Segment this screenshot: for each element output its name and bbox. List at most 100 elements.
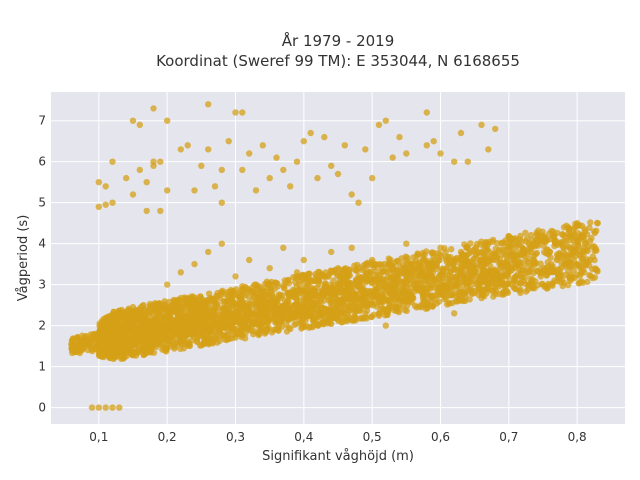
data-point — [293, 269, 301, 276]
cloud-point — [250, 288, 257, 296]
data-point — [157, 158, 164, 165]
cloud-point — [405, 258, 412, 265]
cloud-point — [180, 312, 187, 320]
cloud-point — [350, 289, 358, 296]
data-point — [355, 273, 362, 280]
cloud-point — [170, 318, 177, 325]
data-point — [191, 187, 198, 194]
data-point — [123, 353, 130, 360]
cloud-point — [524, 259, 532, 266]
cloud-point — [240, 304, 247, 311]
cloud-point — [434, 274, 441, 282]
data-point — [273, 297, 280, 305]
data-point — [266, 265, 273, 272]
cloud-point — [435, 289, 443, 296]
cloud-point — [169, 328, 177, 335]
data-point — [526, 269, 533, 276]
cloud-point — [529, 284, 536, 292]
cloud-point — [433, 266, 441, 273]
cloud-point — [207, 294, 214, 302]
cloud-point — [370, 311, 377, 318]
data-point — [348, 191, 355, 198]
data-point — [205, 248, 212, 256]
cloud-point — [333, 307, 340, 314]
data-point — [403, 240, 410, 247]
cloud-point — [258, 291, 265, 298]
cloud-point — [108, 312, 115, 319]
cloud-point — [277, 311, 284, 318]
data-point — [225, 293, 232, 301]
cloud-point — [347, 266, 354, 274]
cloud-point — [485, 286, 492, 293]
cloud-point — [470, 255, 477, 263]
cloud-point — [381, 312, 389, 319]
cloud-point — [286, 315, 293, 322]
data-point — [109, 199, 116, 206]
data-point — [512, 260, 519, 268]
data-point — [533, 236, 540, 243]
data-point — [355, 199, 362, 206]
cloud-point — [587, 219, 594, 226]
cloud-point — [317, 297, 324, 304]
cloud-point — [278, 323, 286, 330]
data-point — [423, 142, 430, 149]
cloud-point — [294, 305, 301, 312]
cloud-point — [577, 270, 585, 277]
cloud-point — [423, 248, 430, 255]
cloud-point — [428, 283, 435, 290]
cloud-point — [140, 351, 147, 358]
cloud-point — [511, 276, 518, 283]
data-point — [129, 117, 137, 124]
cloud-point — [371, 262, 378, 269]
cloud-point — [242, 313, 250, 320]
cloud-point — [563, 222, 570, 229]
cloud-point — [217, 307, 224, 314]
cloud-point — [226, 310, 233, 317]
data-point — [389, 154, 396, 161]
cloud-point — [402, 253, 409, 260]
cloud-point — [264, 325, 271, 332]
cloud-point — [346, 314, 353, 321]
data-point — [225, 138, 232, 145]
data-point — [136, 166, 143, 174]
cloud-point — [512, 285, 519, 293]
cloud-point — [421, 275, 428, 283]
cloud-point — [399, 289, 406, 296]
data-point — [109, 404, 116, 411]
cloud-point — [281, 277, 288, 284]
cloud-point — [571, 231, 578, 238]
cloud-point — [269, 307, 276, 314]
data-point — [136, 310, 143, 317]
cloud-point — [203, 312, 210, 319]
data-point — [157, 207, 164, 215]
data-point — [102, 404, 109, 411]
cloud-point — [147, 328, 155, 336]
cloud-point — [129, 303, 137, 311]
cloud-point — [298, 301, 306, 309]
cloud-point — [254, 319, 262, 326]
data-point — [109, 158, 116, 165]
data-point — [444, 281, 451, 288]
cloud-point — [576, 279, 583, 286]
cloud-point — [535, 227, 542, 234]
cloud-point — [218, 289, 226, 296]
cloud-point — [198, 317, 206, 325]
cloud-point — [301, 275, 309, 282]
cloud-point — [591, 256, 598, 264]
data-point — [232, 273, 239, 280]
cloud-point — [213, 333, 220, 340]
cloud-point — [375, 296, 383, 304]
cloud-point — [461, 289, 468, 297]
cloud-point — [329, 284, 336, 291]
cloud-point — [414, 251, 421, 258]
cloud-point — [162, 306, 170, 313]
data-point — [177, 146, 184, 153]
cloud-point — [351, 302, 358, 309]
cloud-point — [367, 276, 374, 283]
cloud-point — [377, 276, 384, 283]
data-point — [307, 297, 314, 305]
data-point — [191, 260, 198, 268]
data-point — [321, 133, 328, 141]
cloud-point — [109, 332, 116, 339]
cloud-point — [360, 290, 367, 297]
